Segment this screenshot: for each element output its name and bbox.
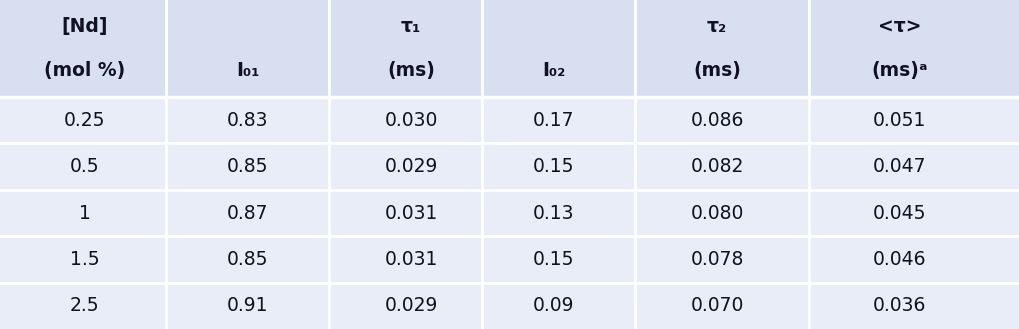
Text: 0.25: 0.25 (64, 111, 105, 130)
Bar (0, 283, 1019, 329)
Text: 0.17: 0.17 (533, 111, 574, 130)
Text: 0.051: 0.051 (872, 111, 925, 130)
Text: 0.15: 0.15 (533, 250, 574, 269)
Text: I₀₁: I₀₁ (236, 61, 259, 80)
Text: 0.082: 0.082 (690, 157, 743, 176)
Text: 0.031: 0.031 (384, 250, 437, 269)
Text: 0.029: 0.029 (384, 296, 437, 315)
Text: 0.070: 0.070 (690, 296, 743, 315)
Text: (mol %): (mol %) (44, 61, 125, 80)
Text: 0.031: 0.031 (384, 204, 437, 222)
Text: (ms)ᵃ: (ms)ᵃ (870, 61, 927, 80)
Text: 0.87: 0.87 (227, 204, 268, 222)
Text: 0.047: 0.047 (872, 157, 925, 176)
Bar (0, 190, 1019, 236)
Text: [Nd]: [Nd] (61, 17, 108, 36)
Text: 0.078: 0.078 (690, 250, 743, 269)
Text: 0.83: 0.83 (227, 111, 268, 130)
Text: 0.086: 0.086 (690, 111, 743, 130)
Text: (ms): (ms) (387, 61, 434, 80)
Text: 2.5: 2.5 (69, 296, 100, 315)
Bar (0, 0, 1019, 97)
Text: 0.045: 0.045 (872, 204, 925, 222)
Text: <τ>: <τ> (877, 17, 920, 36)
Text: 0.09: 0.09 (533, 296, 574, 315)
Text: 0.91: 0.91 (227, 296, 268, 315)
Bar (0, 143, 1019, 190)
Text: τ₂: τ₂ (706, 17, 727, 36)
Text: τ₁: τ₁ (400, 17, 421, 36)
Bar (0, 97, 1019, 143)
Bar (0, 236, 1019, 283)
Text: 0.15: 0.15 (533, 157, 574, 176)
Text: 0.5: 0.5 (69, 157, 100, 176)
Text: (ms): (ms) (693, 61, 740, 80)
Text: 0.85: 0.85 (227, 250, 268, 269)
Text: 0.85: 0.85 (227, 157, 268, 176)
Text: 0.029: 0.029 (384, 157, 437, 176)
Text: 0.036: 0.036 (872, 296, 925, 315)
Text: 0.030: 0.030 (384, 111, 437, 130)
Text: 0.046: 0.046 (872, 250, 925, 269)
Text: 1: 1 (78, 204, 91, 222)
Text: 0.080: 0.080 (690, 204, 743, 222)
Text: 0.13: 0.13 (533, 204, 574, 222)
Text: I₀₂: I₀₂ (542, 61, 565, 80)
Text: 1.5: 1.5 (69, 250, 100, 269)
